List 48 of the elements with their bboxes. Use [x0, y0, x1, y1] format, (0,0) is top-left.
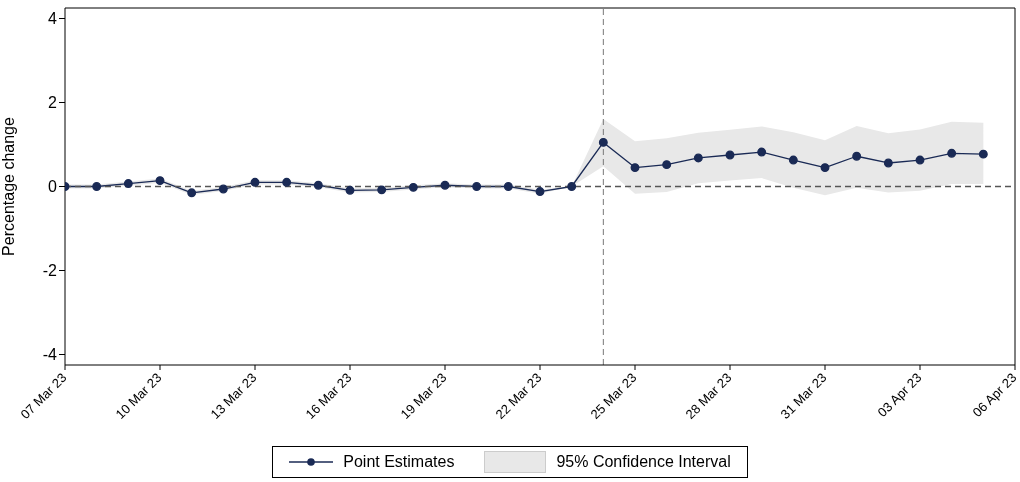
x-tick-label: 22 Mar 23 [492, 369, 545, 422]
point [408, 182, 418, 192]
x-tick-label: 06 Apr 23 [969, 369, 1020, 420]
point [788, 155, 798, 165]
point [630, 163, 640, 173]
point [313, 180, 323, 190]
y-tick-label: 0 [48, 178, 58, 196]
x-tick-label: 19 Mar 23 [397, 369, 450, 422]
y-axis-title: Percentage change [0, 117, 17, 256]
legend-label: 95% Confidence Interval [556, 453, 731, 471]
point [915, 155, 925, 165]
point [757, 147, 767, 157]
point [503, 182, 513, 191]
point [440, 180, 450, 190]
point [978, 149, 988, 159]
y-tick-label: -4 [42, 346, 58, 364]
y-tick-label: 4 [48, 10, 58, 28]
point [883, 158, 893, 168]
point [567, 182, 577, 191]
point [662, 160, 672, 170]
point [472, 182, 482, 191]
point [155, 176, 165, 186]
point [535, 187, 545, 196]
point [187, 188, 197, 198]
legend-label: Point Estimates [343, 453, 455, 471]
point [345, 185, 355, 195]
point [250, 177, 260, 187]
x-tick-label: 16 Mar 23 [302, 369, 355, 422]
y-tick-label: 2 [48, 94, 58, 112]
x-tick-label: 07 Mar 23 [17, 369, 70, 422]
point [725, 150, 735, 160]
x-tick-label: 13 Mar 23 [207, 369, 260, 422]
x-tick-label: 03 Apr 23 [874, 369, 925, 420]
x-tick-label: 25 Mar 23 [587, 369, 640, 422]
point [123, 179, 133, 189]
point [377, 185, 387, 195]
point [693, 153, 703, 163]
point [852, 151, 862, 161]
x-tick-label: 28 Mar 23 [682, 369, 735, 422]
point [820, 163, 830, 173]
point [218, 184, 228, 194]
point [92, 182, 102, 191]
x-tick-label: 10 Mar 23 [112, 369, 165, 422]
point [598, 137, 608, 147]
x-tick-label: 31 Mar 23 [777, 369, 830, 422]
point [282, 177, 292, 187]
point [947, 148, 957, 158]
y-tick-label: -2 [42, 262, 58, 280]
